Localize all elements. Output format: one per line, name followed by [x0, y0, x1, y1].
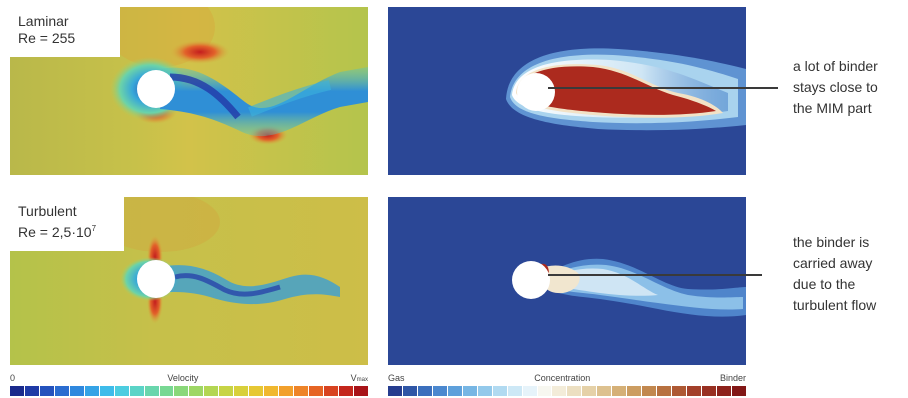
concentration-colorbar-swatch: [687, 386, 702, 396]
velocity-colorbar-swatch: [264, 386, 279, 396]
laminar-velocity-field: [10, 7, 368, 175]
concentration-colorbar-swatch: [388, 386, 402, 396]
mim-part-circle: [512, 261, 550, 299]
velocity-colorbar-swatch: [324, 386, 338, 396]
velocity-colorbar-swatch: [10, 386, 24, 396]
concentration-colorbar-swatch: [477, 386, 492, 396]
concentration-colorbar-swatch: [597, 386, 612, 396]
velocity-colorbar-swatch: [174, 386, 189, 396]
laminar-leader-line: [548, 87, 778, 89]
laminar-annotation-line-1: a lot of binder: [793, 58, 878, 74]
concentration-max-label: Binder: [719, 373, 746, 383]
concentration-colorbar-swatch: [432, 386, 447, 396]
turbulent-annotation-line-2: carried away: [793, 255, 873, 271]
velocity-colorbar-swatch: [219, 386, 234, 396]
concentration-colorbar-swatch: [567, 386, 582, 396]
concentration-colorbar: [388, 386, 746, 396]
velocity-colorbar-swatch: [249, 386, 264, 396]
laminar-annotation: a lot of binder stays close to the MIM p…: [793, 56, 878, 119]
velocity-colorbar-swatch: [353, 386, 368, 396]
velocity-colorbar-swatch: [114, 386, 129, 396]
laminar-concentration-panel: [388, 7, 746, 175]
laminar-label: Laminar Re = 255: [10, 7, 120, 57]
velocity-colorbar-swatch: [39, 386, 54, 396]
concentration-colorbar-swatch: [582, 386, 597, 396]
concentration-colorbar-swatch: [492, 386, 507, 396]
concentration-colorbar-swatch: [462, 386, 477, 396]
concentration-colorbar-swatch: [417, 386, 432, 396]
laminar-annotation-line-3: the MIM part: [793, 100, 872, 116]
velocity-scale-title: Velocity: [167, 373, 199, 383]
velocity-colorbar-swatch: [234, 386, 249, 396]
concentration-colorbar-swatch: [731, 386, 746, 396]
turbulent-annotation-line-4: turbulent flow: [793, 297, 877, 313]
laminar-annotation-line-2: stays close to: [793, 79, 878, 95]
velocity-colorbar-swatch: [54, 386, 69, 396]
turbulent-velocity-panel: Turbulent Re = 2,5·107: [10, 197, 368, 365]
velocity-colorbar-swatch: [69, 386, 84, 396]
velocity-colorbar-swatch: [99, 386, 114, 396]
velocity-colorbar-swatch: [294, 386, 309, 396]
turbulent-annotation-line-3: due to the: [793, 276, 856, 292]
velocity-colorbar-swatch: [24, 386, 39, 396]
velocity-colorbar-swatch: [144, 386, 159, 396]
mim-part-circle: [137, 70, 175, 108]
concentration-colorbar-swatch: [716, 386, 731, 396]
concentration-colorbar-swatch: [612, 386, 627, 396]
concentration-colorbar-swatch: [657, 386, 672, 396]
velocity-colorbar-swatch: [159, 386, 174, 396]
concentration-colorbar-swatch: [552, 386, 567, 396]
concentration-colorbar-swatch: [507, 386, 522, 396]
concentration-scale-title: Concentration: [534, 373, 591, 383]
turbulent-concentration-panel: [388, 197, 746, 365]
concentration-colorbar-swatch: [672, 386, 687, 396]
turbulent-reynolds-text: Re = 2,5·107: [18, 224, 97, 240]
turbulent-label: Turbulent Re = 2,5·107: [10, 197, 124, 251]
concentration-colorbar-swatch: [642, 386, 657, 396]
concentration-colorbar-swatch: [702, 386, 716, 396]
velocity-colorbar-swatch: [204, 386, 219, 396]
turbulent-velocity-field: [10, 197, 368, 365]
concentration-colorbar-swatch: [627, 386, 642, 396]
concentration-colorbar-swatch: [447, 386, 462, 396]
laminar-regime-text: Laminar: [18, 13, 69, 29]
laminar-velocity-panel: Laminar Re = 255: [10, 7, 368, 175]
velocity-colorbar-swatch: [338, 386, 353, 396]
concentration-colorbar-swatch: [522, 386, 537, 396]
concentration-scale-labels: Gas Concentration Binder: [388, 373, 746, 383]
turbulent-annotation: the binder is carried away due to the tu…: [793, 232, 876, 316]
velocity-colorbar-swatch: [309, 386, 324, 396]
mim-part-circle: [137, 260, 175, 298]
velocity-min-label: 0: [10, 373, 16, 383]
velocity-colorbar-swatch: [84, 386, 99, 396]
mim-part-circle: [517, 73, 555, 111]
reynolds-exponent: 7: [91, 224, 97, 233]
velocity-scale-labels: 0 Velocity Vmax: [10, 373, 368, 383]
velocity-colorbar-swatch: [279, 386, 294, 396]
turbulent-regime-text: Turbulent: [18, 203, 77, 219]
concentration-colorbar-swatch: [402, 386, 417, 396]
velocity-colorbar: [10, 386, 368, 396]
concentration-min-label: Gas: [388, 373, 405, 383]
laminar-concentration-field: [388, 7, 746, 175]
concentration-colorbar-swatch: [537, 386, 552, 396]
velocity-colorbar-swatch: [129, 386, 144, 396]
turbulent-concentration-field: [388, 197, 746, 365]
velocity-max-label: Vmax: [350, 373, 368, 383]
turbulent-annotation-line-1: the binder is: [793, 234, 870, 250]
laminar-reynolds-text: Re = 255: [18, 30, 76, 46]
velocity-colorbar-swatch: [189, 386, 204, 396]
turbulent-leader-line: [548, 274, 762, 276]
